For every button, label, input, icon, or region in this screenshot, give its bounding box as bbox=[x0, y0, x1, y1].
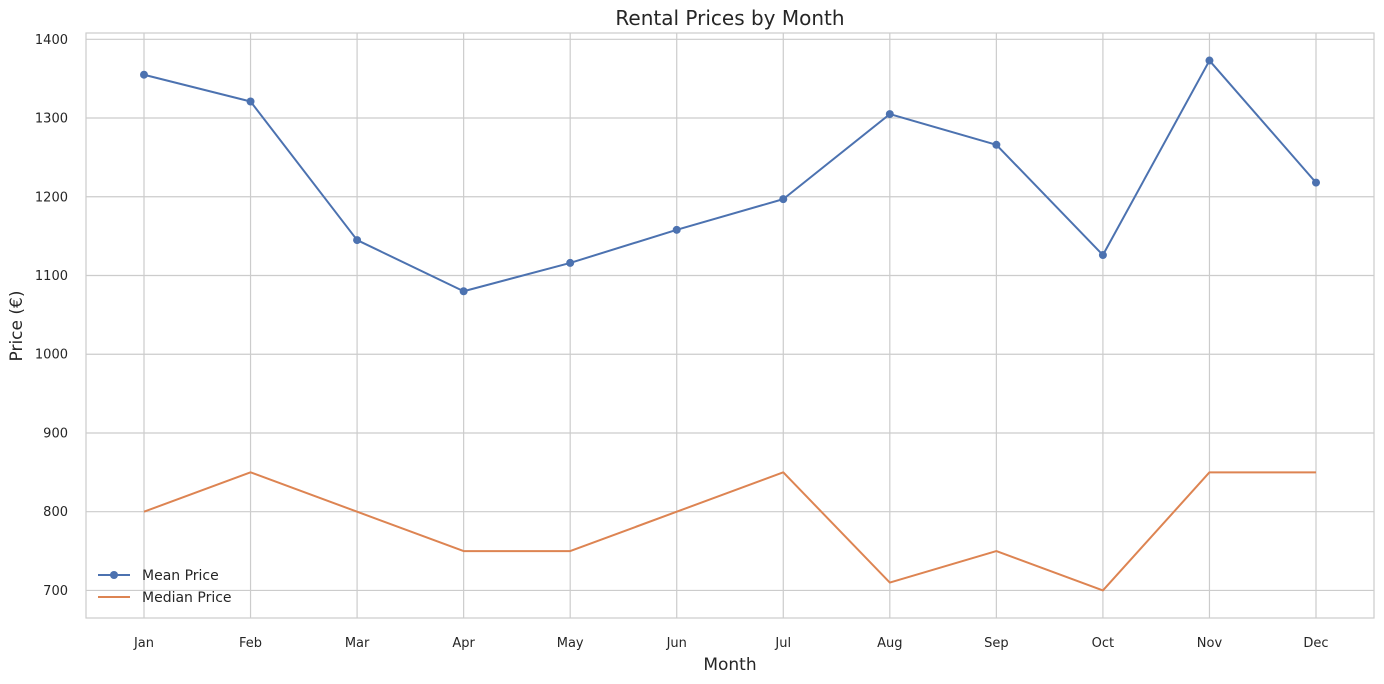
plot-area bbox=[86, 33, 1374, 618]
x-tick-label: Nov bbox=[1197, 636, 1223, 651]
x-tick-label: Aug bbox=[877, 636, 902, 651]
x-axis: Jan Feb Mar Apr May Jun Jul Aug Sep Oct Nov Dec bbox=[133, 636, 1329, 651]
data-point bbox=[459, 287, 468, 296]
plot-frame bbox=[85, 32, 1375, 619]
grid bbox=[86, 33, 1374, 618]
data-point bbox=[246, 97, 255, 106]
data-point bbox=[992, 140, 1001, 149]
x-axis-label: Month bbox=[703, 655, 756, 675]
y-axis: 700 800 900 1000 1100 1200 1300 1400 bbox=[35, 33, 68, 599]
x-tick-label: Jul bbox=[774, 636, 791, 651]
y-tick-label: 900 bbox=[43, 426, 68, 441]
y-axis-label: Price (€) bbox=[7, 291, 27, 362]
series-line-0 bbox=[143, 59, 1317, 293]
y-tick-label: 1000 bbox=[35, 348, 68, 363]
chart-title: Rental Prices by Month bbox=[615, 6, 844, 30]
data-point bbox=[672, 225, 681, 234]
data-point bbox=[1205, 56, 1214, 65]
y-tick-label: 700 bbox=[43, 584, 68, 599]
x-tick-label: Jun bbox=[666, 636, 687, 651]
x-tick-label: Mar bbox=[345, 636, 370, 651]
data-point bbox=[1098, 251, 1107, 260]
legend: Mean Price Median Price bbox=[98, 568, 232, 606]
x-tick-label: Jan bbox=[133, 636, 154, 651]
x-tick-label: Dec bbox=[1303, 636, 1328, 651]
data-point bbox=[566, 258, 575, 267]
x-tick-label: Sep bbox=[984, 636, 1009, 651]
data-point bbox=[885, 110, 894, 119]
legend-mean-marker bbox=[110, 571, 118, 579]
data-point bbox=[779, 195, 788, 204]
legend-mean-label: Mean Price bbox=[142, 568, 219, 584]
series-line-1 bbox=[143, 471, 1316, 592]
x-tick-label: Oct bbox=[1092, 636, 1114, 651]
x-tick-label: Feb bbox=[239, 636, 262, 651]
y-tick-label: 1200 bbox=[35, 190, 68, 205]
data-point bbox=[1312, 178, 1320, 187]
y-tick-label: 1400 bbox=[35, 33, 68, 48]
data-point bbox=[140, 70, 148, 79]
y-tick-label: 1100 bbox=[35, 269, 68, 284]
y-tick-label: 800 bbox=[43, 505, 68, 520]
x-tick-label: Apr bbox=[452, 636, 475, 651]
series-layer bbox=[140, 56, 1320, 592]
y-tick-label: 1300 bbox=[35, 112, 68, 127]
data-point bbox=[353, 236, 362, 245]
legend-median-label: Median Price bbox=[142, 590, 232, 606]
x-tick-label: May bbox=[557, 636, 584, 651]
